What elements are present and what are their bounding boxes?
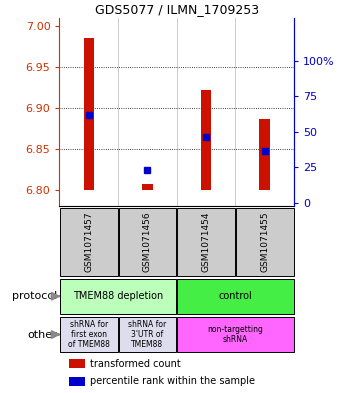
Text: transformed count: transformed count: [90, 358, 181, 369]
Text: shRNA for
first exon
of TMEM88: shRNA for first exon of TMEM88: [68, 320, 110, 349]
Title: GDS5077 / ILMN_1709253: GDS5077 / ILMN_1709253: [95, 4, 259, 17]
Bar: [119, 317, 176, 352]
Text: other: other: [28, 330, 57, 340]
Bar: [259, 119, 270, 190]
Text: shRNA for
3'UTR of
TMEM88: shRNA for 3'UTR of TMEM88: [129, 320, 167, 349]
Bar: [69, 377, 85, 386]
Text: GSM1071457: GSM1071457: [84, 211, 93, 272]
Bar: [60, 208, 118, 275]
Bar: [60, 279, 176, 314]
Text: non-targetting
shRNA: non-targetting shRNA: [207, 325, 264, 344]
Text: GSM1071456: GSM1071456: [143, 211, 152, 272]
Text: percentile rank within the sample: percentile rank within the sample: [90, 376, 255, 386]
Text: GSM1071454: GSM1071454: [202, 211, 210, 272]
Bar: [60, 317, 118, 352]
Bar: [236, 208, 294, 275]
Bar: [177, 317, 294, 352]
Bar: [119, 208, 176, 275]
Text: GSM1071455: GSM1071455: [260, 211, 269, 272]
Text: control: control: [219, 291, 252, 301]
Bar: [69, 359, 85, 368]
Bar: [177, 279, 294, 314]
Bar: [201, 90, 211, 190]
Bar: [84, 38, 94, 190]
Bar: [142, 184, 153, 190]
Text: protocol: protocol: [12, 291, 57, 301]
Text: TMEM88 depletion: TMEM88 depletion: [73, 291, 163, 301]
Bar: [177, 208, 235, 275]
